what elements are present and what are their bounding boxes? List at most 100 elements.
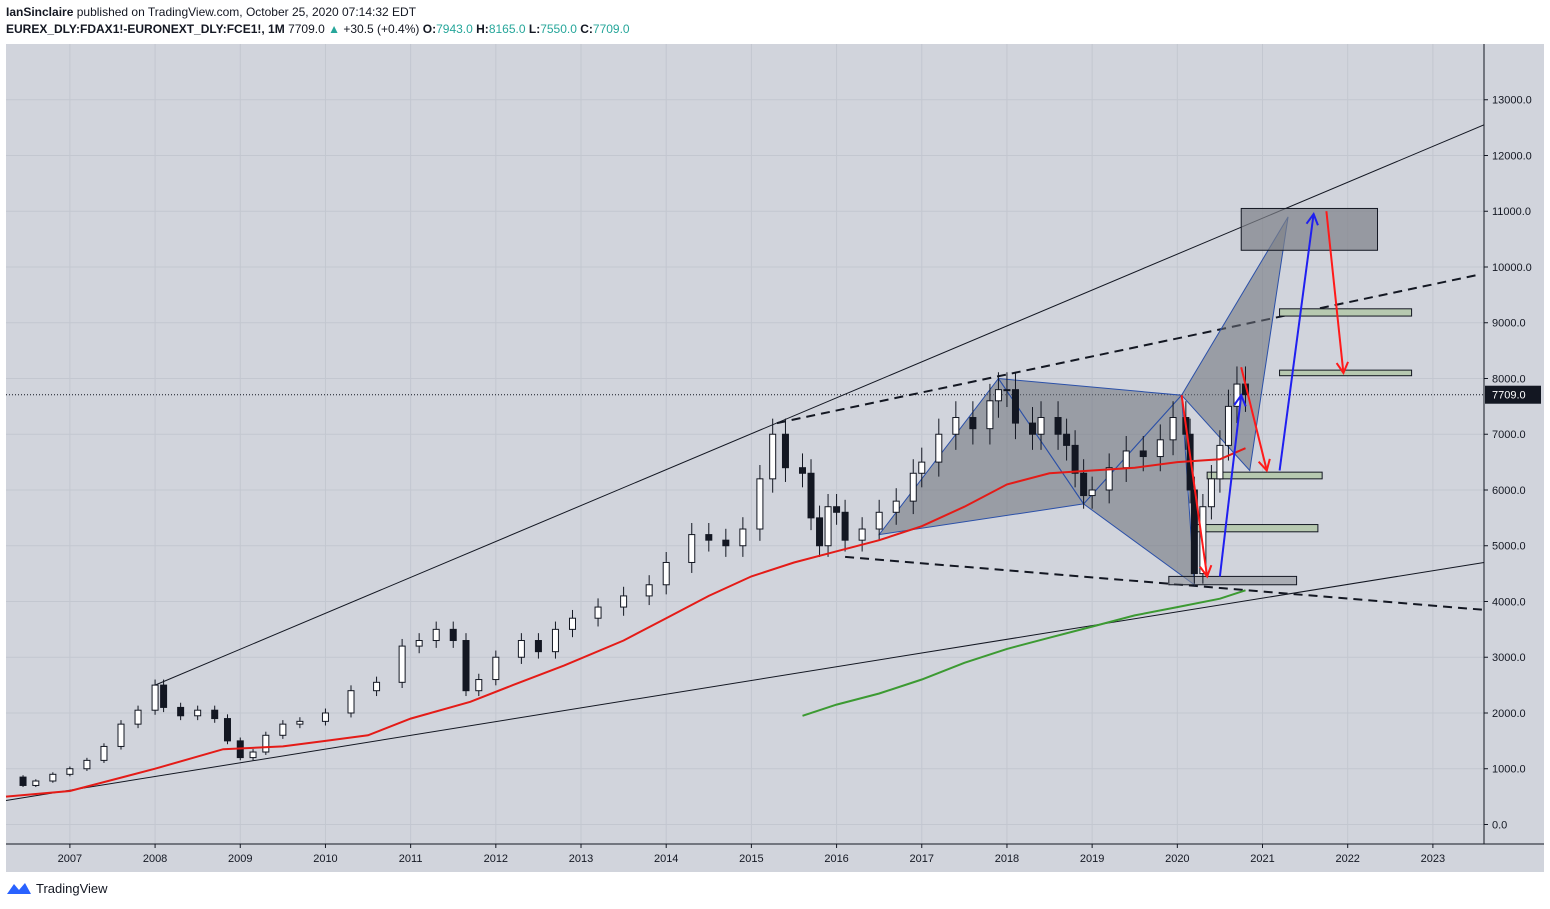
candle-body: [645, 584, 653, 597]
candle-body: [151, 684, 159, 711]
candle-body: [952, 417, 960, 435]
time-tick-label: 2014: [654, 853, 678, 865]
tradingview-logo-icon: [7, 883, 31, 894]
candle-body: [223, 718, 231, 742]
candle-body: [211, 709, 219, 720]
candle-body: [373, 681, 381, 692]
close-label: C:: [580, 22, 593, 36]
candle-body: [160, 684, 168, 708]
zone-box-3: [1279, 369, 1413, 377]
candle-body: [824, 506, 832, 547]
time-tick-label: 2021: [1250, 853, 1274, 865]
candle-body: [739, 528, 747, 547]
footer-brand[interactable]: TradingView: [6, 880, 108, 896]
last-price-label: 7709.0: [1492, 390, 1526, 402]
candle-body: [807, 472, 815, 519]
candle-body: [722, 539, 730, 547]
arrow-red-drop-shaft: [1180, 395, 1209, 577]
price-tick-label: 13000.0: [1492, 95, 1532, 107]
last-price-marker: 7709.0: [1485, 385, 1541, 404]
time-axis-labels: 2007 2008 2009 2010 2011 2012 2013 2014 2015 2016…: [58, 844, 1445, 865]
candle-body: [1063, 433, 1071, 446]
candle-body: [398, 645, 406, 683]
candle-body: [19, 776, 27, 786]
time-tick-label: 2010: [313, 853, 337, 865]
candle-body: [66, 768, 74, 775]
zone-box-2: [1206, 471, 1323, 480]
open-value: 7943.0: [436, 22, 473, 36]
high-label: H:: [476, 22, 489, 36]
time-tick-label: 2015: [739, 853, 763, 865]
candle-body: [918, 461, 926, 474]
arrow-blue-rise: [1218, 393, 1247, 577]
candle-body: [892, 500, 900, 513]
last-price-box: [1485, 385, 1541, 404]
candle-body: [462, 640, 470, 692]
time-tick-label: 2017: [910, 853, 934, 865]
price-axis-labels: 0.0 1000.0 2000.0 3000.0 4000.0 5000.0 6000.0 7…: [1484, 95, 1532, 831]
candle-body: [279, 723, 287, 736]
price-tick-label: 3000.0: [1492, 652, 1526, 664]
price-tick-label: 8000.0: [1492, 373, 1526, 385]
candle-body: [517, 640, 525, 658]
arrow-red-drop-head: [1199, 564, 1213, 579]
change-value: +30.5 (+0.4%): [343, 22, 420, 36]
candle-body: [492, 656, 500, 681]
time-tick-label: 2009: [228, 853, 252, 865]
candle-body: [1011, 389, 1019, 424]
candle-body: [935, 433, 943, 463]
candle-body: [568, 617, 576, 630]
time-tick-label: 2012: [484, 853, 508, 865]
price-tick-label: 10000.0: [1492, 262, 1532, 274]
candle-body: [1037, 417, 1045, 435]
candle-body: [1233, 383, 1241, 407]
price-tick-label: 1000.0: [1492, 764, 1526, 776]
candle-body: [134, 709, 142, 725]
candle-body: [432, 628, 440, 642]
candle-body: [841, 511, 849, 541]
candle-body: [1029, 422, 1037, 435]
candle-body: [1080, 472, 1088, 497]
candle-body: [347, 690, 355, 714]
candle-body: [100, 745, 108, 761]
candle-body: [799, 467, 807, 474]
time-tick-label: 2023: [1421, 853, 1445, 865]
price-tick-label: 12000.0: [1492, 150, 1532, 162]
published-text: published on TradingView.com, October 25…: [76, 5, 417, 19]
candle-body: [594, 606, 602, 619]
harmonic-pattern-projection: [1180, 216, 1289, 472]
price-tick-label: 9000.0: [1492, 318, 1526, 330]
candle-body: [688, 534, 696, 563]
price-tick-label: 5000.0: [1492, 541, 1526, 553]
candle-body: [551, 628, 559, 653]
candle-body: [781, 433, 789, 469]
moving-average-red: [5, 447, 1246, 798]
low-label: L:: [528, 22, 541, 36]
time-axis[interactable]: [6, 844, 1544, 872]
change-up-icon: ▲: [328, 22, 340, 36]
moving-average-green: [802, 589, 1246, 717]
arrow-blue-rise-head: [1233, 393, 1247, 407]
price-axis[interactable]: [1484, 44, 1544, 844]
candle-body: [1105, 467, 1113, 491]
arrow-red-reversal-head: [1335, 361, 1349, 375]
time-tick-label: 2007: [58, 853, 82, 865]
price-tick-label: 4000.0: [1492, 596, 1526, 608]
dashed-lower-trendline: [845, 555, 1485, 611]
close-value: 7709.0: [592, 22, 630, 36]
candle-body: [1216, 444, 1224, 480]
candle-body: [1169, 417, 1177, 441]
time-tick-label: 2018: [995, 853, 1019, 865]
footer-brand-label: TradingView: [36, 880, 108, 896]
high-value: 8165.0: [488, 22, 526, 36]
last-value: 7709.0: [288, 22, 325, 36]
author-name[interactable]: IanSinclaire: [6, 5, 74, 19]
zone-box-low: [1168, 575, 1298, 586]
time-tick-label: 2019: [1080, 853, 1104, 865]
symbol-name[interactable]: EUREX_DLY:FDAX1!-EURONEXT_DLY:FCE1!, 1M: [6, 22, 285, 36]
symbol-info: EUREX_DLY:FDAX1!-EURONEXT_DLY:FCE1!, 1M …: [6, 22, 630, 36]
candle-body: [833, 506, 841, 513]
candle-body: [662, 561, 670, 586]
arrow-blue-target-head: [1305, 211, 1319, 226]
